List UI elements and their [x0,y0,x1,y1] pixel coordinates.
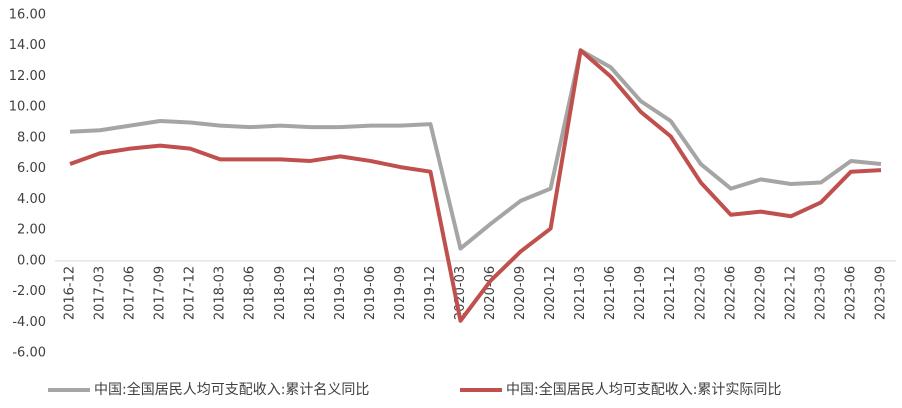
series-line [69,48,882,251]
x-tick-label: 2017-03 [93,266,108,320]
x-tick-label: 2017-09 [153,266,168,320]
x-tick-label: 2021-03 [573,266,588,320]
legend-text: 中国:全国居民人均可支配收入:累计实际同比 [506,381,781,398]
x-tick-label: 2023-06 [843,266,858,320]
x-tick-label: 2019-09 [393,266,408,320]
x-tick-label: 2020-12 [543,266,558,320]
y-tick-label: 14.00 [9,38,46,53]
x-tick-label: 2022-12 [783,266,798,320]
x-tick-label: 2018-06 [243,266,258,320]
x-tick-label: 2016-12 [63,266,78,320]
x-tick-label: 2017-06 [123,266,138,320]
x-tick-label: 2017-12 [183,266,198,320]
x-tick-label: 2021-06 [603,266,618,320]
x-tick-label: 2019-03 [333,266,348,320]
y-tick-label: -6.00 [12,346,46,361]
x-tick-label: 2019-12 [423,266,438,320]
y-tick-label: 8.00 [17,130,46,145]
x-tick-label: 2019-06 [363,266,378,320]
series-line [69,48,882,323]
y-tick-label: 2.00 [17,223,46,238]
x-tick-label: 2023-09 [873,266,888,320]
y-tick-label: 4.00 [17,192,46,207]
x-tick-label: 2018-12 [303,266,318,320]
x-tick-label: 2018-09 [273,266,288,320]
x-tick-label: 2022-03 [693,266,708,320]
x-tick-label: 2021-09 [633,266,648,320]
x-tick-label: 2018-03 [213,266,228,320]
y-tick-label: -4.00 [12,315,46,330]
x-tick-label: 2022-06 [723,266,738,320]
x-tick-label: 2021-12 [663,266,678,320]
y-tick-label: 12.00 [9,69,46,84]
y-tick-label: 10.00 [9,100,46,115]
x-tick-label: 2023-03 [813,266,828,320]
legend-text: 中国:全国居民人均可支配收入:累计名义同比 [94,381,369,398]
x-tick-label: 2020-09 [513,266,528,320]
y-tick-label: 16.00 [9,8,46,23]
x-tick-label: 2022-09 [753,266,768,320]
y-tick-label: 6.00 [17,161,46,176]
y-tick-label: 0.00 [17,253,46,268]
y-tick-label: -2.00 [12,284,46,299]
